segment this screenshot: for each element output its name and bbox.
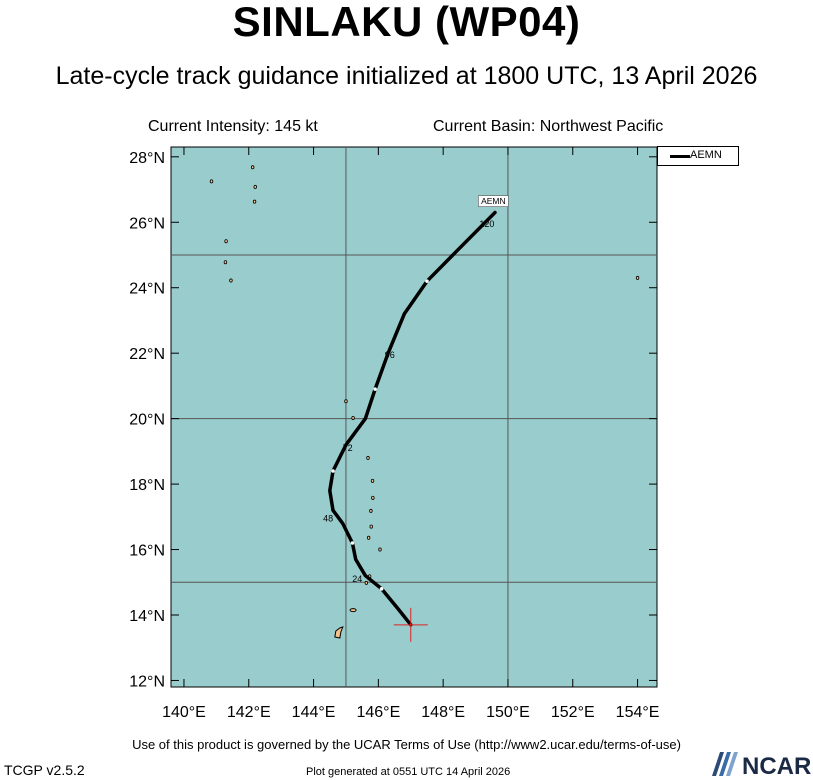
x-tick-label-150: 150°E: [486, 704, 530, 721]
track-interval-marker-0: [379, 587, 384, 591]
ncar-logo-text: NCAR: [742, 753, 811, 780]
y-tick-label-22: 22°N: [129, 346, 165, 363]
x-tick-label-152: 152°E: [551, 704, 595, 721]
x-tick-label-140: 140°E: [162, 704, 206, 721]
island-3: [209, 179, 214, 184]
grid-lines: [171, 147, 657, 687]
island-10: [370, 478, 375, 483]
plot-generated-timestamp: Plot generated at 0551 UTC 14 April 2026: [306, 766, 511, 778]
legend: AEMN: [657, 146, 739, 166]
island-15: [378, 547, 382, 552]
island-12: [369, 508, 373, 513]
island-6: [229, 278, 233, 283]
island-13: [369, 524, 373, 529]
y-tick-label-16: 16°N: [129, 543, 165, 560]
x-tick-label-148: 148°E: [421, 704, 465, 721]
island-1: [253, 184, 257, 189]
current-basin: Current Basin: Northwest Pacific: [433, 118, 664, 135]
island-9: [366, 455, 370, 460]
legend-line-swatch: [670, 155, 690, 158]
aemn-track: 24 48 72 96 120 AEMN: [323, 195, 509, 627]
island-0: [250, 165, 255, 170]
guidance-subtitle: Late-cycle track guidance initialized at…: [55, 62, 758, 90]
y-tick-label-18: 18°N: [129, 477, 165, 494]
track-interval-marker-2: [331, 469, 335, 473]
legend-label: AEMN: [690, 149, 722, 161]
island-8: [351, 415, 355, 420]
track-interval-marker-3: [373, 387, 377, 391]
current-intensity: Current Intensity: 145 kt: [148, 118, 318, 135]
track-end-label-box: [478, 195, 509, 207]
y-tick-label-26: 26°N: [129, 215, 165, 232]
y-tick-label-12: 12°N: [129, 673, 165, 690]
map-axes: 140°E 142°E 144°E 146°E 148°E 150°E 152°E 154°E…: [129, 147, 659, 721]
forecast-hour-label-120: 120: [479, 219, 494, 229]
forecast-hour-label-72: 72: [343, 443, 353, 453]
y-tick-label-24: 24°N: [129, 281, 165, 298]
island-7: [344, 399, 348, 404]
y-tick-label-28: 28°N: [129, 150, 165, 167]
forecast-hour-label-48: 48: [323, 513, 333, 523]
forecast-hour-label-96: 96: [385, 350, 395, 360]
islands-layer: [209, 165, 640, 639]
ncar-logo: NCAR: [712, 752, 811, 780]
island-2: [252, 199, 257, 204]
current-position-marker: [393, 607, 428, 642]
storm-title: SINLAKU (WP04): [232, 0, 581, 45]
x-tick-label-144: 144°E: [292, 704, 336, 721]
terms-of-use-notice: Use of this product is governed by the U…: [132, 737, 681, 752]
forecast-hour-label-24: 24: [352, 574, 362, 584]
x-tick-label-146: 146°E: [356, 704, 400, 721]
track-line: [328, 210, 497, 627]
island-4: [224, 239, 228, 244]
island-11: [371, 495, 375, 500]
x-tick-label-154: 154°E: [616, 704, 660, 721]
version-label: TCGP v2.5.2: [4, 762, 85, 778]
rota-island: [349, 608, 357, 613]
y-tick-label-20: 20°N: [129, 412, 165, 429]
x-tick-label-142: 142°E: [227, 704, 271, 721]
y-tick-label-14: 14°N: [129, 608, 165, 625]
track-end-label: AEMN: [481, 196, 506, 206]
guam-island: [334, 626, 344, 639]
island-14: [366, 535, 371, 540]
track-interval-marker-1: [350, 541, 355, 545]
island-17: [364, 580, 369, 585]
island-5: [223, 260, 228, 265]
ocean-background: [170, 146, 658, 688]
island-18: [635, 275, 640, 280]
track-interval-marker-4: [425, 279, 429, 283]
